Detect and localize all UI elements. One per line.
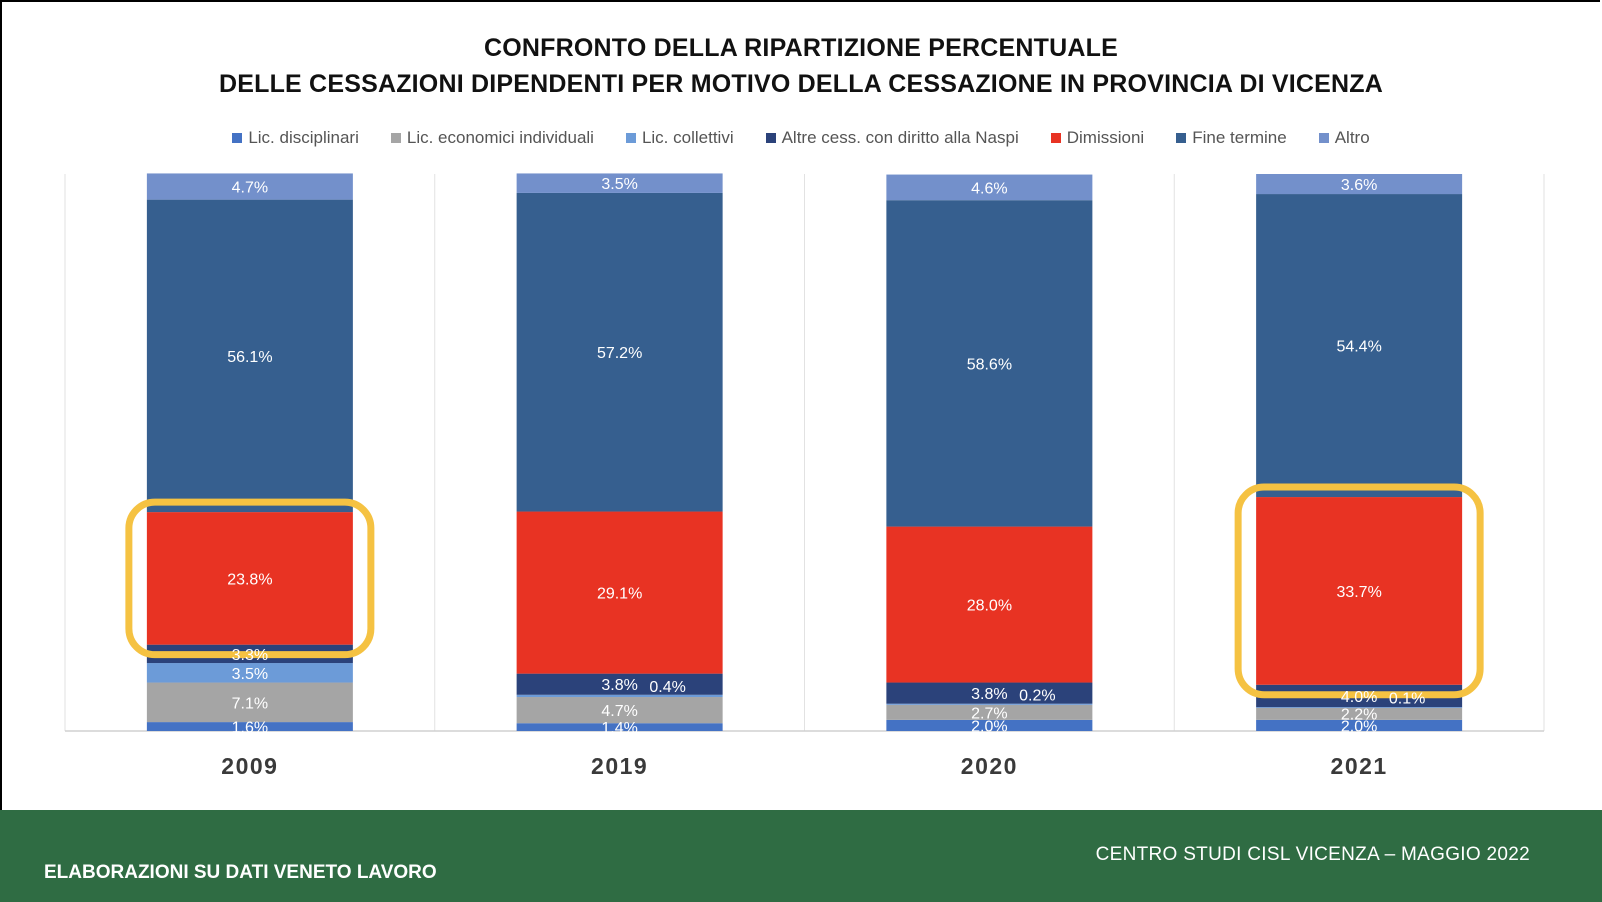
data-label-2009-fine-termine: 56.1% <box>227 349 272 366</box>
data-label-2021-fine-termine: 54.4% <box>1336 339 1381 356</box>
bar-2019-dimissioni <box>516 511 723 674</box>
legend-label: Lic. economici individuali <box>406 128 594 147</box>
data-label-2019-dimissioni: 29.1% <box>597 586 642 603</box>
legend-label: Dimissioni <box>1066 128 1145 147</box>
bar-2009-lic-collettivi <box>146 663 353 683</box>
data-label-2021-lic-disciplinari: 2.0% <box>1341 718 1377 735</box>
chart-title: CONFRONTO DELLA RIPARTIZIONE PERCENTUALE <box>484 34 1118 62</box>
bar-2009-lic-economici-individuali <box>146 682 353 723</box>
data-label-2020-lic-collettivi: 0.2% <box>1019 687 1055 704</box>
legend-item-altro: Altro <box>1318 128 1370 148</box>
data-label-2021-dimissioni: 33.7% <box>1336 584 1381 601</box>
bar-2020-fine-termine <box>886 200 1093 527</box>
bar-2009-lic-disciplinari <box>146 722 353 731</box>
legend-swatch <box>765 133 776 143</box>
legend-item-fine-termine: Fine termine <box>1176 128 1287 148</box>
bar-2021-fine-termine <box>1256 194 1463 498</box>
data-label-2009-lic-collettivi: 3.5% <box>232 666 268 683</box>
legend-swatch <box>232 133 243 143</box>
data-label-2021-lic-economici-individuali: 2.2% <box>1341 707 1377 724</box>
bar-2021-lic-disciplinari <box>1256 719 1463 731</box>
bar-2020-lic-economici-individuali <box>886 704 1093 720</box>
data-label-2019-altre-cess-con-diritto-alla-naspi: 3.8% <box>601 677 637 694</box>
bar-2019-lic-disciplinari <box>516 723 723 731</box>
legend-swatch <box>625 133 636 143</box>
bar-2019-altro <box>516 173 723 193</box>
bar-2020-altro <box>886 174 1093 201</box>
legend-item-lic-economici-individuali: Lic. economici individuali <box>390 128 594 148</box>
x-tick-label-2020: 2020 <box>961 753 1018 779</box>
data-label-2019-lic-economici-individuali: 4.7% <box>601 703 637 720</box>
data-label-2009-altro: 4.7% <box>232 180 268 197</box>
data-label-2009-lic-disciplinari: 1.6% <box>232 720 268 737</box>
bar-2021-lic-economici-individuali <box>1256 707 1463 720</box>
legend-swatch <box>1176 133 1187 143</box>
bar-2019-lic-economici-individuali <box>516 697 723 724</box>
data-label-2020-altre-cess-con-diritto-alla-naspi: 3.8% <box>971 686 1007 703</box>
data-label-2021-lic-collettivi: 0.1% <box>1389 690 1425 707</box>
bar-2020-altre-cess-con-diritto-alla-naspi <box>886 682 1093 704</box>
data-label-2021-altre-cess-con-diritto-alla-naspi: 4.0% <box>1341 689 1377 706</box>
bar-2021-lic-collettivi <box>1256 707 1463 708</box>
bar-2009-altro <box>146 173 353 200</box>
bar-2020-dimissioni <box>886 526 1093 683</box>
bar-2021-dimissioni <box>1256 497 1463 685</box>
bar-2009-fine-termine <box>146 199 353 513</box>
legend-label: Lic. collettivi <box>641 128 734 147</box>
legend-swatch <box>1318 133 1329 143</box>
legend-label: Altro <box>1334 128 1370 147</box>
legend-swatch <box>390 133 401 143</box>
data-label-2009-dimissioni: 23.8% <box>227 571 272 588</box>
bar-2019-fine-termine <box>516 192 723 512</box>
x-tick-label-2019: 2019 <box>591 753 648 779</box>
x-tick-label-2009: 2009 <box>221 753 278 779</box>
data-label-2019-fine-termine: 57.2% <box>597 345 642 362</box>
legend-item-dimissioni: Dimissioni <box>1050 128 1145 148</box>
legend-item-altre-cess-con-diritto-alla-naspi: Altre cess. con diritto alla Naspi <box>765 128 1019 148</box>
legend-label: Altre cess. con diritto alla Naspi <box>781 128 1019 147</box>
x-tick-label-2021: 2021 <box>1331 753 1388 779</box>
footer-source: ELABORAZIONI SU DATI VENETO LAVORO <box>44 862 437 883</box>
data-label-2020-fine-termine: 58.6% <box>967 356 1012 373</box>
chart-subtitle: DELLE CESSAZIONI DIPENDENTI PER MOTIVO D… <box>218 70 1384 98</box>
legend-item-lic-disciplinari: Lic. disciplinari <box>232 128 359 148</box>
data-label-2020-dimissioni: 28.0% <box>967 598 1012 615</box>
bar-2019-lic-collettivi <box>516 694 723 698</box>
bar-2021-altro <box>1256 174 1463 195</box>
highlight-box-2009 <box>125 498 375 659</box>
data-label-2019-lic-disciplinari: 1.4% <box>601 720 637 737</box>
bar-2020-lic-disciplinari <box>886 719 1093 731</box>
data-label-2009-altre-cess-con-diritto-alla-naspi: 3.3% <box>232 647 268 664</box>
stacked-bar-chart: 1.6%7.1%3.5%3.3%23.8%56.1%4.7%1.4%4.7%0.… <box>64 173 1545 779</box>
legend-label: Fine termine <box>1192 128 1287 147</box>
data-label-2019-altro: 3.5% <box>601 176 637 193</box>
data-label-2019-lic-collettivi: 0.4% <box>649 679 685 696</box>
footer-credit: CENTRO STUDI CISL VICENZA – MAGGIO 2022 <box>1095 844 1530 865</box>
bar-2020-lic-collettivi <box>886 703 1093 705</box>
legend-swatch <box>1050 133 1061 143</box>
bar-2009-dimissioni <box>146 512 353 645</box>
legend-label: Lic. disciplinari <box>248 128 359 147</box>
data-label-2020-lic-disciplinari: 2.0% <box>971 718 1007 735</box>
data-label-2020-lic-economici-individuali: 2.7% <box>971 705 1007 722</box>
footer-bar: ELABORAZIONI SU DATI VENETO LAVORO CENTR… <box>0 810 1602 902</box>
data-label-2020-altro: 4.6% <box>971 180 1007 197</box>
highlight-box-2021 <box>1234 483 1484 699</box>
chart-legend: Lic. disciplinari Lic. economici individu… <box>0 128 1602 148</box>
legend-item-lic-collettivi: Lic. collettivi <box>625 128 734 148</box>
bar-2019-altre-cess-con-diritto-alla-naspi <box>516 673 723 695</box>
data-label-2009-lic-economici-individuali: 7.1% <box>232 695 268 712</box>
data-label-2021-altro: 3.6% <box>1341 177 1377 194</box>
